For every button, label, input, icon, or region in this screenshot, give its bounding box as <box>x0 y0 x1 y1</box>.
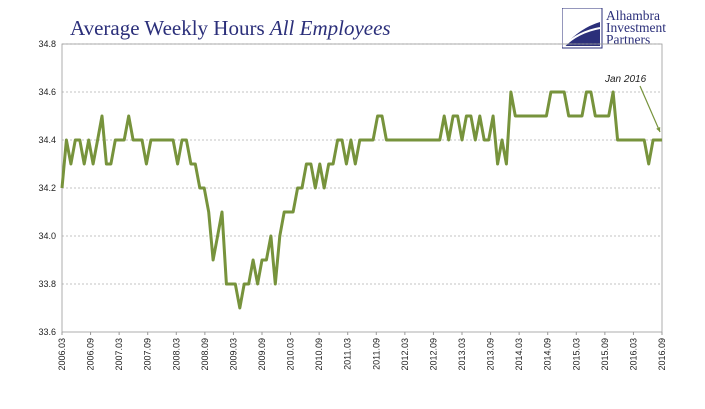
annotation-label: Jan 2016 <box>604 74 647 85</box>
x-tick-label: 2015.09 <box>600 338 610 371</box>
chart-title: Average Weekly Hours All Employees <box>70 16 391 41</box>
x-tick-label: 2010.03 <box>286 338 296 371</box>
y-tick-label: 34.4 <box>38 135 56 145</box>
x-tick-label: 2006.03 <box>57 338 67 371</box>
y-tick-label: 34.8 <box>38 39 56 49</box>
x-tick-label: 2013.03 <box>457 338 467 371</box>
x-tick-label: 2009.09 <box>257 338 267 371</box>
annotation-arrowhead <box>656 127 661 132</box>
y-tick-label: 34.2 <box>38 183 56 193</box>
x-tick-label: 2016.03 <box>628 338 638 371</box>
logo-line-2: Investment <box>606 20 666 35</box>
y-tick-label: 33.8 <box>38 279 56 289</box>
annotation-arrow <box>639 85 661 133</box>
title-main: Average Weekly Hours <box>70 16 265 40</box>
x-tick-label: 2007.09 <box>143 338 153 371</box>
x-axis-ticks: 2006.03 2006.09 2007.03 2007.09 2008.03 2008.… <box>57 332 667 371</box>
logo-text: Alhambra Investment Partners <box>606 8 666 47</box>
logo-line-1: Alhambra <box>606 8 660 23</box>
logo-line-3: Partners <box>606 32 651 47</box>
x-tick-label: 2016.09 <box>657 338 667 371</box>
title-italic: All Employees <box>269 16 391 40</box>
grid-lines <box>62 43 662 285</box>
x-tick-label: 2008.09 <box>200 338 210 371</box>
y-tick-label: 34.6 <box>38 87 56 97</box>
y-axis-ticks: 33.6 33.8 34.0 34.2 34.4 34.6 34.8 <box>38 39 56 337</box>
x-tick-label: 2014.03 <box>514 338 524 371</box>
x-tick-label: 2010.09 <box>314 338 324 371</box>
x-tick-label: 2012.03 <box>400 338 410 371</box>
series-line <box>60 90 662 310</box>
x-tick-label: 2013.09 <box>486 338 496 371</box>
y-tick-label: 33.6 <box>38 327 56 337</box>
x-tick-label: 2011.09 <box>371 338 381 370</box>
x-tick-label: 2009.03 <box>228 338 238 371</box>
x-tick-label: 2014.09 <box>543 338 553 371</box>
x-tick-label: 2008.03 <box>171 338 181 371</box>
x-tick-label: 2015.03 <box>571 338 581 371</box>
x-tick-label: 2007.03 <box>114 338 124 371</box>
x-tick-label: 2012.09 <box>428 338 438 371</box>
x-tick-label: 2006.09 <box>86 338 96 371</box>
y-tick-label: 34.0 <box>38 231 56 241</box>
x-tick-label: 2011.03 <box>343 338 353 370</box>
